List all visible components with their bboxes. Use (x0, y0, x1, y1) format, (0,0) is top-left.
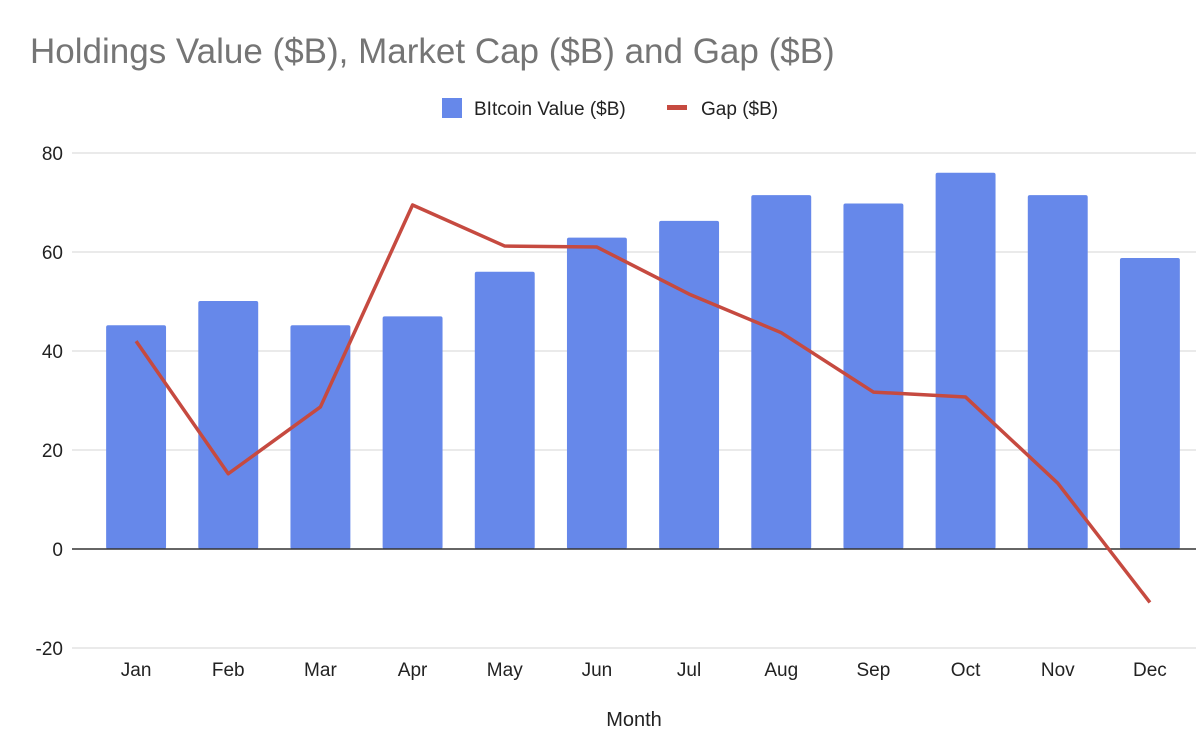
bar (935, 172, 996, 550)
x-tick-label: Jun (582, 660, 613, 681)
x-tick-label: Nov (1041, 660, 1075, 681)
y-tick-label: -20 (36, 639, 63, 660)
y-tick-label: 0 (52, 540, 63, 561)
legend-swatch-bitcoin-value (442, 98, 462, 118)
x-axis-ticks: Jan Feb Mar Apr May Jun Jul Aug Sep Oct Nov Dec (121, 660, 1167, 681)
x-tick-label: Jul (677, 660, 701, 681)
legend-swatch-gap (667, 105, 687, 110)
bar (1027, 195, 1088, 549)
gap-line (134, 203, 1152, 604)
bar (843, 203, 904, 550)
bar (106, 325, 167, 549)
legend: BItcoin Value ($B) Gap ($B) (442, 98, 778, 120)
x-tick-label: Oct (951, 660, 981, 681)
x-tick-label: Feb (212, 660, 245, 681)
bar (659, 220, 720, 549)
line-series (134, 203, 1152, 604)
x-tick-label: Jan (121, 660, 152, 681)
y-tick-label: 40 (42, 342, 63, 363)
chart-title: Holdings Value ($B), Market Cap ($B) and… (30, 32, 835, 71)
legend-label-gap: Gap ($B) (701, 99, 778, 120)
bar-series (106, 172, 1180, 550)
y-tick-label: 20 (42, 441, 63, 462)
x-tick-label: Sep (857, 660, 891, 681)
y-tick-label: 60 (42, 243, 63, 264)
x-tick-label: Apr (398, 660, 428, 681)
x-tick-label: Mar (304, 660, 337, 681)
bar (751, 195, 812, 549)
bar (290, 325, 351, 549)
legend-label-bitcoin-value: BItcoin Value ($B) (474, 99, 626, 120)
bar (382, 316, 443, 549)
bar (198, 301, 259, 549)
x-tick-label: May (487, 660, 523, 681)
x-axis-title: Month (606, 709, 662, 731)
y-tick-label: 80 (42, 144, 63, 165)
bar (474, 271, 535, 549)
x-tick-label: Aug (764, 660, 798, 681)
bar (1119, 257, 1180, 549)
x-tick-label: Dec (1133, 660, 1167, 681)
y-axis-ticks: -20 0 20 40 60 80 (36, 144, 63, 660)
bar (566, 237, 627, 549)
